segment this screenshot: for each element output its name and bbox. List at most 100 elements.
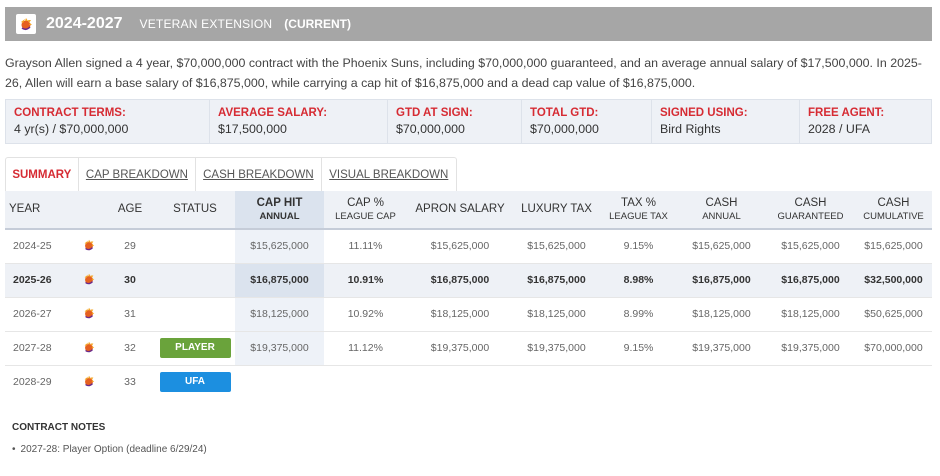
- header-tax-pct: TAX % LEAGUE TAX: [600, 191, 677, 230]
- cell-cap-hit: $15,625,000: [235, 229, 324, 263]
- cell-apron-salary: $19,375,000: [430, 342, 490, 354]
- contract-tabs: SUMMARY CAP BREAKDOWN CASH BREAKDOWN VIS…: [5, 157, 457, 191]
- header-logo: [73, 191, 105, 230]
- header-age: AGE: [105, 191, 155, 230]
- cell-cap-hit: $19,375,000: [235, 331, 324, 365]
- tab-visual-breakdown[interactable]: VISUAL BREAKDOWN: [329, 168, 449, 181]
- cell-year: 2025-26: [13, 274, 52, 286]
- row-team-logo: [73, 263, 105, 297]
- contract-header: 2024-2027 VETERAN EXTENSION (CURRENT): [5, 7, 932, 41]
- cell-apron-salary: $16,875,000: [430, 274, 490, 286]
- suns-sun-icon: [21, 18, 32, 31]
- cell-tax-pct: 9.15%: [623, 240, 654, 253]
- header-cash-annual: CASH ANNUAL: [677, 191, 766, 230]
- header-status: STATUS: [155, 191, 235, 230]
- cell-empty: [855, 365, 932, 399]
- cell-cash-annual: $19,375,000: [692, 342, 751, 354]
- contract-note: 2027-28: Player Option (deadline 6/29/24…: [12, 444, 207, 455]
- contract-notes-list: 2027-28: Player Option (deadline 6/29/24…: [12, 444, 207, 455]
- term-signed-using: SIGNED USING: Bird Rights: [652, 100, 800, 143]
- cell-apron-salary: $15,625,000: [430, 240, 490, 253]
- cell-cash-annual: $16,875,000: [692, 274, 751, 286]
- suns-sun-icon: [82, 374, 96, 391]
- contract-summary: Grayson Allen signed a 4 year, $70,000,0…: [5, 56, 922, 90]
- cell-luxury-tax: $19,375,000: [527, 342, 586, 354]
- cell-year: 2026-27: [13, 308, 52, 320]
- suns-sun-icon: [82, 306, 96, 323]
- cell-year: 2028-29: [13, 376, 52, 389]
- cell-empty: [513, 365, 600, 399]
- term-contract-terms: CONTRACT TERMS: 4 yr(s) / $70,000,000: [6, 100, 210, 143]
- header-luxury-tax: LUXURY TAX: [513, 191, 600, 230]
- contract-terms: CONTRACT TERMS: 4 yr(s) / $70,000,000 AV…: [5, 99, 932, 144]
- cell-luxury-tax: $16,875,000: [527, 274, 586, 286]
- term-value: 4 yr(s) / $70,000,000: [14, 122, 129, 136]
- cell-year: 2024-25: [13, 240, 52, 253]
- term-total-gtd: TOTAL GTD: $70,000,000: [522, 100, 652, 143]
- term-average-salary: AVERAGE SALARY: $17,500,000: [210, 100, 388, 143]
- table-row: 2024-25 29 $15,625,000 11.11% $15,625,000 $15…: [5, 229, 932, 263]
- cell-cap-hit: $18,125,000: [235, 297, 324, 331]
- cell-status: [155, 297, 235, 331]
- cell-tax-pct: 8.98%: [623, 274, 654, 286]
- contract-notes-title: CONTRACT NOTES: [12, 422, 106, 433]
- term-value: 2028 / UFA: [808, 122, 870, 136]
- cell-cash-cumulative: $32,500,000: [864, 274, 923, 286]
- cell-empty: [235, 365, 324, 399]
- cell-tax-pct: 9.15%: [623, 342, 654, 354]
- status-badge: PLAYER: [159, 338, 231, 358]
- header-year: YEAR: [5, 191, 73, 230]
- tab-summary[interactable]: SUMMARY: [6, 158, 79, 191]
- tab-cash-breakdown[interactable]: CASH BREAKDOWN: [196, 158, 322, 191]
- cell-status: PLAYER: [155, 331, 235, 365]
- cell-cap-hit: $16,875,000: [235, 263, 324, 297]
- team-logo: [16, 14, 36, 34]
- suns-sun-icon: [82, 238, 96, 255]
- contract-years: 2024-2027: [46, 15, 123, 32]
- row-team-logo: [73, 365, 105, 399]
- row-team-logo: [73, 297, 105, 331]
- term-free-agent: FREE AGENT: 2028 / UFA: [800, 100, 931, 143]
- header-apron-salary: APRON SALARY: [407, 191, 513, 230]
- table-header-row: YEAR AGE STATUS CAP HIT ANNUAL CAP % LEAGU…: [5, 191, 932, 230]
- header-cash-guaranteed: CASH GUARANTEED: [766, 191, 855, 230]
- cell-empty: [600, 365, 677, 399]
- cell-apron-salary: $18,125,000: [430, 308, 490, 320]
- term-label: CONTRACT TERMS:: [14, 107, 126, 119]
- table-row: 2027-28 32 PLAYER $19,375,000 11.12% $19,375,…: [5, 331, 932, 365]
- cell-year: 2027-28: [13, 342, 52, 354]
- table-row: 2028-29 33 UFA: [5, 365, 932, 399]
- cell-age: 30: [124, 274, 136, 286]
- cell-luxury-tax: $18,125,000: [527, 308, 586, 320]
- cell-status: [155, 229, 235, 263]
- cell-luxury-tax: $15,625,000: [527, 240, 586, 253]
- cell-age: 31: [124, 308, 136, 320]
- cell-age: 33: [124, 376, 136, 389]
- cell-cash-guaranteed: $18,125,000: [781, 308, 840, 320]
- cell-empty: [407, 365, 513, 399]
- term-label: SIGNED USING:: [660, 107, 748, 119]
- term-label: GTD AT SIGN:: [396, 107, 473, 119]
- term-label: FREE AGENT:: [808, 107, 885, 119]
- cell-empty: [677, 365, 766, 399]
- cell-empty: [766, 365, 855, 399]
- table-row: 2025-26 30 $16,875,000 10.91% $16,875,000 $16…: [5, 263, 932, 297]
- suns-sun-icon: [82, 272, 96, 289]
- cell-status: [155, 263, 235, 297]
- header-cap-pct: CAP % LEAGUE CAP: [324, 191, 407, 230]
- contract-status: (CURRENT): [284, 17, 351, 31]
- cell-cash-annual: $18,125,000: [692, 308, 751, 320]
- cell-status: UFA: [155, 365, 235, 399]
- term-value: $70,000,000: [396, 122, 465, 136]
- cell-cap-pct: 11.11%: [348, 240, 383, 253]
- tab-cap-breakdown[interactable]: CAP BREAKDOWN: [79, 158, 197, 191]
- row-team-logo: [73, 331, 105, 365]
- suns-sun-icon: [82, 340, 96, 357]
- term-value: Bird Rights: [660, 122, 721, 136]
- header-cap-hit: CAP HIT ANNUAL: [235, 191, 324, 230]
- term-label: AVERAGE SALARY:: [218, 107, 328, 119]
- cell-cash-cumulative: $50,625,000: [864, 308, 923, 320]
- term-label: TOTAL GTD:: [530, 107, 599, 119]
- cell-cap-pct: 10.92%: [347, 308, 384, 320]
- cell-age: 32: [124, 342, 136, 354]
